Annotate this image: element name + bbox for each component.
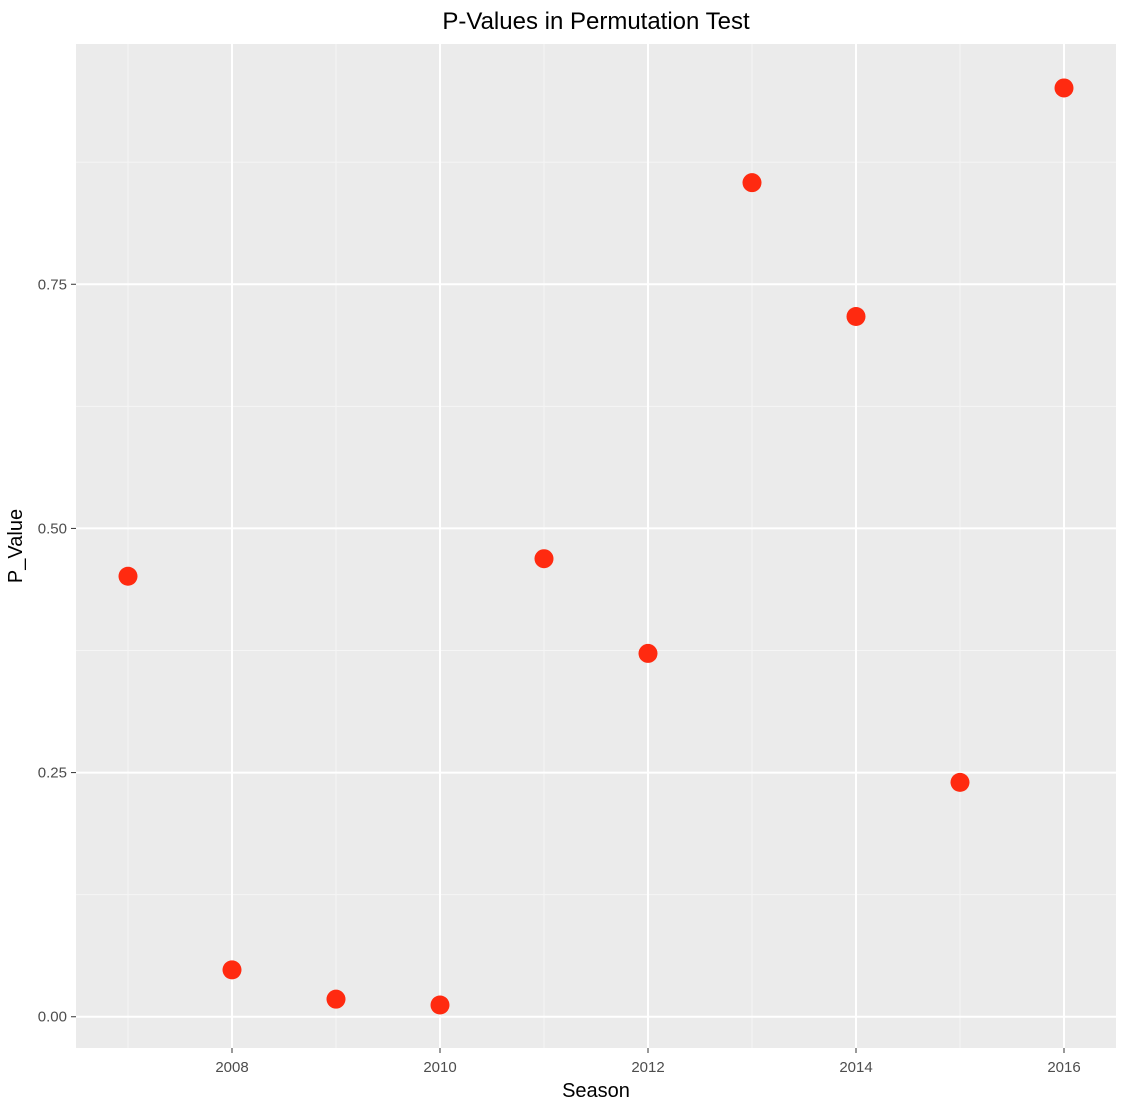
- y-axis-title: P_Value: [5, 509, 27, 583]
- data-point: [950, 772, 970, 792]
- data-point: [742, 173, 762, 193]
- minor-gridlines: [76, 44, 1116, 1048]
- data-point: [118, 566, 138, 586]
- chart-title: P-Values in Permutation Test: [442, 8, 750, 35]
- data-point: [638, 643, 658, 663]
- x-tick-label: 2014: [839, 1059, 872, 1076]
- x-tick-label: 2008: [215, 1059, 248, 1076]
- data-point: [534, 549, 554, 569]
- x-tick-label: 2016: [1047, 1059, 1080, 1076]
- major-gridlines: [76, 44, 1116, 1048]
- x-axis-title: Season: [562, 1080, 630, 1102]
- x-axis-ticks: 2008 2010 2012 2014 2016: [215, 1048, 1081, 1076]
- y-tick-label: 0.75: [38, 276, 67, 293]
- plot-panel: [76, 44, 1116, 1048]
- data-point: [326, 989, 346, 1009]
- data-points: [118, 78, 1074, 1015]
- data-point: [846, 306, 866, 326]
- x-tick-label: 2012: [631, 1059, 664, 1076]
- data-point: [222, 960, 242, 980]
- data-point: [1054, 78, 1074, 98]
- y-tick-label: 0.25: [38, 765, 67, 782]
- y-tick-label: 0.00: [38, 1009, 67, 1026]
- x-tick-label: 2010: [423, 1059, 456, 1076]
- y-axis-ticks: 0.00 0.25 0.50 0.75: [38, 276, 76, 1026]
- y-tick-label: 0.50: [38, 520, 67, 537]
- data-point: [430, 995, 450, 1015]
